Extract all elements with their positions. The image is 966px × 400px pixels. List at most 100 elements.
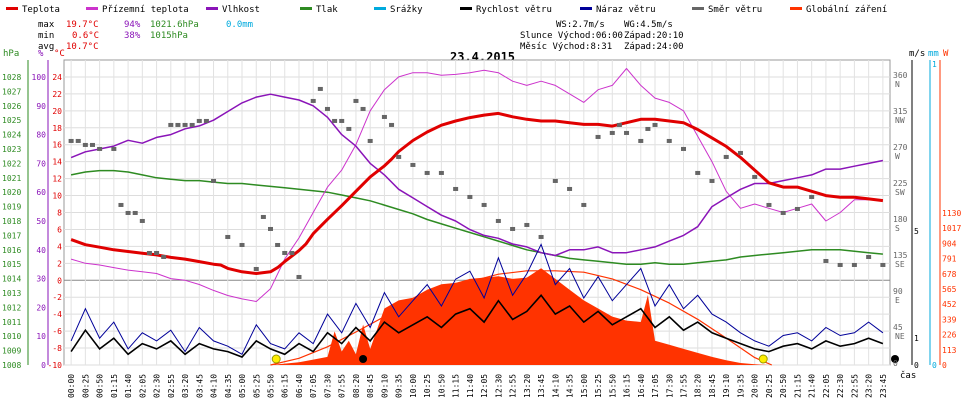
press-tick: 1027 bbox=[2, 87, 21, 96]
legend-label: Teplota bbox=[22, 5, 60, 15]
wind-dir-point bbox=[118, 202, 124, 207]
info-moon-set: Západ:24:00 bbox=[624, 42, 684, 52]
x-tick-label: 18:20 bbox=[694, 374, 703, 398]
x-tick-label: 07:55 bbox=[338, 374, 347, 398]
wind-dir-point bbox=[453, 186, 459, 191]
x-tick-label: 23:20 bbox=[865, 374, 874, 398]
stats-avg-temp: 10.7°C bbox=[66, 42, 99, 52]
wind-dir-point bbox=[132, 210, 138, 215]
wind-dir-point bbox=[389, 122, 395, 127]
wind-dir-point bbox=[317, 86, 323, 91]
wind-dir-point bbox=[396, 154, 402, 159]
wind-dir-point bbox=[225, 234, 231, 239]
wind-dir-point bbox=[524, 222, 530, 227]
wind-dir-point bbox=[289, 250, 295, 255]
rad-tick: 113 bbox=[942, 346, 957, 355]
wind-dir-point bbox=[752, 174, 758, 179]
wind-dir-point bbox=[481, 202, 487, 207]
legend-swatch bbox=[790, 7, 802, 10]
wind-dir-point bbox=[196, 118, 202, 123]
x-tick-label: 15:00 bbox=[580, 374, 589, 398]
hum-tick: 80 bbox=[36, 131, 46, 140]
wind-dir-point bbox=[538, 234, 544, 239]
x-tick-label: 12:05 bbox=[480, 374, 489, 398]
time-axis-unit: čas bbox=[900, 370, 916, 381]
x-tick-label: 22:05 bbox=[822, 374, 831, 398]
wind-dir-point bbox=[495, 218, 501, 223]
wind-dir-point bbox=[175, 122, 181, 127]
wind-tick: 0 bbox=[914, 361, 919, 370]
x-tick-label: 20:25 bbox=[765, 374, 774, 398]
info-sun: Slunce Východ:06:00 bbox=[520, 31, 623, 41]
press-tick: 1019 bbox=[2, 203, 21, 212]
wind-tick: 1 bbox=[914, 334, 919, 343]
stats-max-hum: 94% bbox=[124, 20, 141, 30]
press-tick: 1015 bbox=[2, 260, 21, 269]
legend-label: Globální záření bbox=[806, 5, 887, 15]
stats-max-temp: 19.7°C bbox=[66, 20, 99, 30]
wind-dir-point bbox=[695, 170, 701, 175]
x-tick-label: 00:00 bbox=[67, 374, 76, 398]
stats-min-press: 1015hPa bbox=[150, 31, 188, 41]
hum-tick: 60 bbox=[36, 188, 46, 197]
dir-cardinal: E bbox=[895, 296, 900, 305]
rain-tick: 1 bbox=[932, 60, 937, 69]
wind-dir-point bbox=[82, 142, 88, 147]
wind-axis-unit: m/s bbox=[909, 49, 925, 59]
legend-label: Rychlost větru bbox=[476, 5, 552, 15]
hum-tick: 50 bbox=[36, 217, 46, 226]
x-tick-label: 03:20 bbox=[181, 374, 190, 398]
wind-dir-point bbox=[809, 194, 815, 199]
series-line bbox=[70, 93, 884, 257]
wind-dir-point bbox=[645, 126, 651, 131]
legend-swatch bbox=[300, 7, 312, 10]
info-moon: Měsíc Východ:8:31 bbox=[520, 42, 612, 52]
wind-dir-point bbox=[410, 162, 416, 167]
dir-cardinal: SW bbox=[895, 188, 905, 197]
wind-dir-point bbox=[68, 138, 74, 143]
x-tick-label: 13:20 bbox=[523, 374, 532, 398]
legend-label: Náraz větru bbox=[596, 5, 656, 15]
x-tick-label: 14:10 bbox=[551, 374, 560, 398]
temp-tick: 4 bbox=[57, 242, 62, 251]
wind-dir-point bbox=[125, 210, 131, 215]
rad-tick: 791 bbox=[942, 255, 957, 264]
x-tick-label: 06:15 bbox=[281, 374, 290, 398]
wind-dir-point bbox=[146, 250, 152, 255]
stats-panel: max 19.7°C 94% 1021.6hPa 0.0mm min 0.6°C 38% 101… bbox=[38, 20, 253, 52]
temp-tick: 8 bbox=[57, 209, 62, 218]
x-tick-label: 16:40 bbox=[637, 374, 646, 398]
legend-label: Směr větru bbox=[708, 5, 762, 15]
temp-axis-unit: °C bbox=[54, 49, 65, 59]
temp-tick: 12 bbox=[52, 175, 62, 184]
hum-tick: 20 bbox=[36, 303, 46, 312]
wind-dir-point bbox=[709, 178, 715, 183]
wind-dir-point bbox=[367, 138, 373, 143]
x-tick-label: 22:30 bbox=[836, 374, 845, 398]
sunset-marker bbox=[758, 354, 768, 364]
x-tick-label: 05:50 bbox=[267, 374, 276, 398]
legend-swatch bbox=[460, 7, 472, 10]
press-tick: 1020 bbox=[2, 188, 21, 197]
x-tick-label: 11:40 bbox=[466, 374, 475, 398]
x-tick-label: 09:35 bbox=[395, 374, 404, 398]
press-tick: 1008 bbox=[2, 361, 21, 370]
sunrise-marker bbox=[271, 354, 281, 364]
temp-tick: 20 bbox=[52, 107, 62, 116]
wind-dir-point bbox=[438, 170, 444, 175]
dir-tick: 0 bbox=[893, 359, 898, 368]
temp-tick: -2 bbox=[52, 293, 62, 302]
wind-dir-point bbox=[75, 138, 81, 143]
wind-dir-point bbox=[296, 274, 302, 279]
wind-dir-point bbox=[346, 126, 352, 131]
x-tick-label: 22:55 bbox=[850, 374, 859, 398]
dir-cardinal: S bbox=[895, 224, 900, 233]
x-tick-label: 05:00 bbox=[238, 374, 247, 398]
press-tick: 1014 bbox=[2, 275, 21, 284]
plot-area: 23.4.2015 bbox=[63, 50, 899, 366]
x-tick-label: 00:50 bbox=[96, 374, 105, 398]
wind-dir-point bbox=[324, 106, 330, 111]
wind-gust-line bbox=[70, 243, 884, 355]
hum-tick: 0 bbox=[41, 361, 46, 370]
